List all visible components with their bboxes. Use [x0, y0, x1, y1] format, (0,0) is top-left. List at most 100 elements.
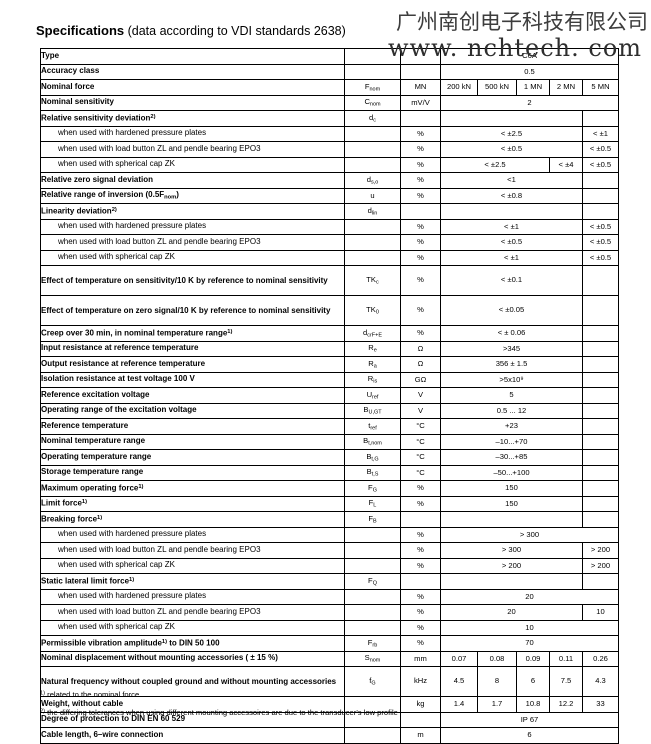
- row-value-span: < ±0.05: [440, 295, 583, 326]
- row-value-span: [440, 511, 583, 528]
- table-row-linearity-deviation: Linearity deviation2) dlin: [40, 203, 619, 220]
- row-value-span: 20: [440, 588, 619, 605]
- row-symbol: [344, 619, 401, 636]
- row-symbol-sub: c: [373, 116, 376, 123]
- row-symbol: [344, 125, 401, 142]
- table-row-nominal-sensitivity: Nominal sensitivity Cnom mV/V 2: [40, 94, 619, 111]
- row-value-span: <1: [440, 172, 583, 189]
- row-unit: [400, 203, 441, 220]
- row-value-span: < ±0.1: [440, 265, 583, 296]
- row-value-c5: [582, 110, 619, 127]
- row-symbol-sub: lin: [371, 209, 378, 216]
- row-symbol: TK0: [344, 295, 401, 326]
- row-unit: %: [400, 265, 441, 296]
- row-symbol: [344, 218, 401, 235]
- row-unit: %: [400, 141, 441, 158]
- table-row-creep: Creep over 30 min, in nominal temperatur…: [40, 325, 619, 342]
- row-value-last: < ±0.5: [582, 141, 619, 158]
- table-row-nominal-force: Nominal force Fnom MN 200 kN 500 kN 1 MN…: [40, 79, 619, 96]
- row-symbol: TKc: [344, 265, 401, 296]
- table-row-operating-range-excitation-voltage: Operating range of the excitation voltag…: [40, 402, 619, 419]
- row-value-span: 0.5: [440, 63, 619, 80]
- row-value-c2: 0.08: [477, 650, 517, 667]
- row-label: when used with spherical cap ZK: [40, 557, 345, 574]
- row-symbol: [344, 48, 401, 65]
- row-label: Natural frequency without coupled ground…: [40, 666, 345, 697]
- row-symbol: [344, 696, 401, 713]
- row-value-span: [440, 203, 583, 220]
- row-value-mid: < ±4: [549, 156, 583, 173]
- row-value-span: 6: [440, 727, 619, 744]
- row-unit: %: [400, 218, 441, 235]
- row-value-main: > 200: [440, 557, 583, 574]
- row-value-main: < ±0.5: [440, 141, 583, 158]
- row-symbol-sub: rb: [372, 641, 378, 648]
- row-label-footnote: 2): [150, 113, 156, 120]
- row-value-span: [440, 573, 583, 590]
- row-value-c5: [582, 480, 619, 497]
- table-row-rsd-load-button: when used with load button ZL and pendle…: [40, 141, 619, 158]
- row-value-c5: [582, 187, 619, 204]
- row-label: Output resistance at reference temperatu…: [40, 356, 345, 373]
- row-symbol-sub: nom: [369, 101, 381, 108]
- row-symbol: Snom: [344, 650, 401, 667]
- specification-page: 广州南创电子科技有限公司 www. nchtech. com Specifica…: [36, 10, 648, 744]
- page-title-rest: (data according to VDI standards 2638): [124, 24, 346, 38]
- row-symbol-sub: L: [373, 502, 377, 509]
- row-symbol: FQ: [344, 573, 401, 590]
- row-value-span: >5x10⁹: [440, 371, 583, 388]
- row-value-last: < ±0.5: [582, 249, 619, 266]
- table-row-weight: Weight, without cable kg 1.4 1.7 10.8 12…: [40, 696, 619, 713]
- row-value-c5: [582, 387, 619, 404]
- row-symbol: Cnom: [344, 94, 401, 111]
- row-symbol-sub: is: [373, 378, 378, 385]
- row-value-last: > 200: [582, 542, 619, 559]
- row-value-c4: 12.2: [549, 696, 583, 713]
- row-symbol: [344, 156, 401, 173]
- row-value-c2: 500 kN: [477, 79, 517, 96]
- table-row-lin-hardened-plates: when used with hardened pressure plates …: [40, 218, 619, 235]
- row-symbol: Ra: [344, 356, 401, 373]
- row-label-sub: nom: [164, 194, 177, 201]
- row-unit: %: [400, 480, 441, 497]
- row-unit: [400, 48, 441, 65]
- row-symbol: [344, 588, 401, 605]
- row-unit: %: [400, 187, 441, 204]
- row-unit: %: [400, 557, 441, 574]
- row-value-c3: 0.09: [516, 650, 550, 667]
- row-value-main: < ±1: [440, 218, 583, 235]
- row-label-footnote: 1): [161, 638, 168, 645]
- row-symbol: [344, 249, 401, 266]
- row-unit: MN: [400, 79, 441, 96]
- row-label-text: Creep over 30 min, in nominal temperatur…: [41, 328, 228, 338]
- row-label: when used with load button ZL and pendle…: [40, 542, 345, 559]
- row-label: when used with load button ZL and pendle…: [40, 234, 345, 251]
- table-row-relative-range-of-inversion: Relative range of inversion (0.5Fnom) u …: [40, 187, 619, 204]
- row-unit: kHz: [400, 666, 441, 697]
- row-label: when used with spherical cap ZK: [40, 249, 345, 266]
- row-value-c5: [582, 295, 619, 326]
- row-value-span: 0.5 ... 12: [440, 402, 583, 419]
- row-value-c5: [582, 371, 619, 388]
- table-row-maximum-operating-force: Maximum operating force1) FG % 150: [40, 480, 619, 497]
- row-label-text: Linearity deviation: [41, 206, 112, 216]
- row-symbol: Bt,S: [344, 464, 401, 481]
- row-symbol-sub: Q: [372, 579, 377, 586]
- row-symbol: Ris: [344, 371, 401, 388]
- row-unit: %: [400, 125, 441, 142]
- row-symbol: [344, 63, 401, 80]
- row-value-c3: 1 MN: [516, 79, 550, 96]
- row-symbol-sub: B: [372, 517, 377, 524]
- row-unit: %: [400, 325, 441, 342]
- row-label: when used with hardened pressure plates: [40, 526, 345, 543]
- row-label: Cable length, 6–wire connection: [40, 727, 345, 744]
- row-symbol-sub: crF+E: [367, 331, 382, 338]
- row-value-c3: 6: [516, 666, 550, 697]
- row-value-span: 150: [440, 480, 583, 497]
- row-label-footnote: 1): [138, 483, 144, 490]
- row-label: when used with hardened pressure plates: [40, 125, 345, 142]
- row-symbol: Re: [344, 340, 401, 357]
- table-row-nominal-displacement: Nominal displacement without mounting ac…: [40, 650, 619, 667]
- table-row-rsd-hardened-plates: when used with hardened pressure plates …: [40, 125, 619, 142]
- row-label: Operating range of the excitation voltag…: [40, 402, 345, 419]
